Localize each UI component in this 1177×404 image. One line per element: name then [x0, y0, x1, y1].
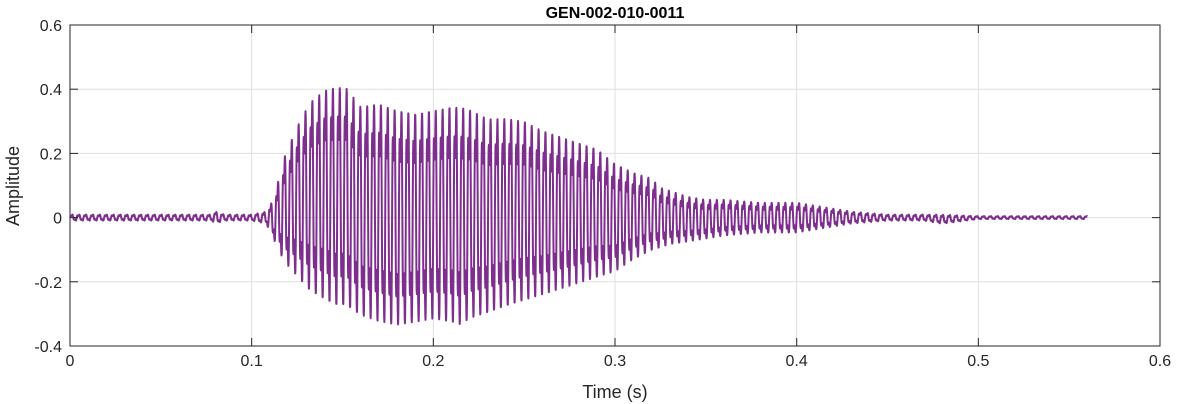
axis-ticks: 0 0.1 0.2 0.3 0.4 0.5 0.6 -0.4 -0.2 0 0.2 0.4 0.6 — [34, 18, 1171, 370]
y-tick-label: -0.4 — [34, 339, 62, 356]
amplitude-series-line — [69, 87, 1089, 326]
y-tick-label: 0 — [53, 211, 62, 228]
x-tick-label: 0.6 — [1149, 353, 1171, 370]
x-tick-label: 0.3 — [604, 353, 626, 370]
y-tick-label: 0.4 — [40, 82, 62, 99]
y-tick-label: 0.6 — [40, 18, 62, 35]
y-tick-label: 0.2 — [40, 146, 62, 163]
x-tick-label: 0.5 — [967, 353, 989, 370]
x-tick-label: 0.2 — [422, 353, 444, 370]
y-tick-label: -0.2 — [34, 275, 62, 292]
x-tick-label: 0.4 — [786, 353, 808, 370]
x-axis-label: Time (s) — [582, 382, 647, 402]
chart-title: GEN-002-010-0011 — [546, 5, 685, 22]
x-tick-label: 0 — [66, 353, 75, 370]
y-axis-label: Amplitude — [3, 146, 23, 226]
x-tick-label: 0.1 — [241, 353, 263, 370]
